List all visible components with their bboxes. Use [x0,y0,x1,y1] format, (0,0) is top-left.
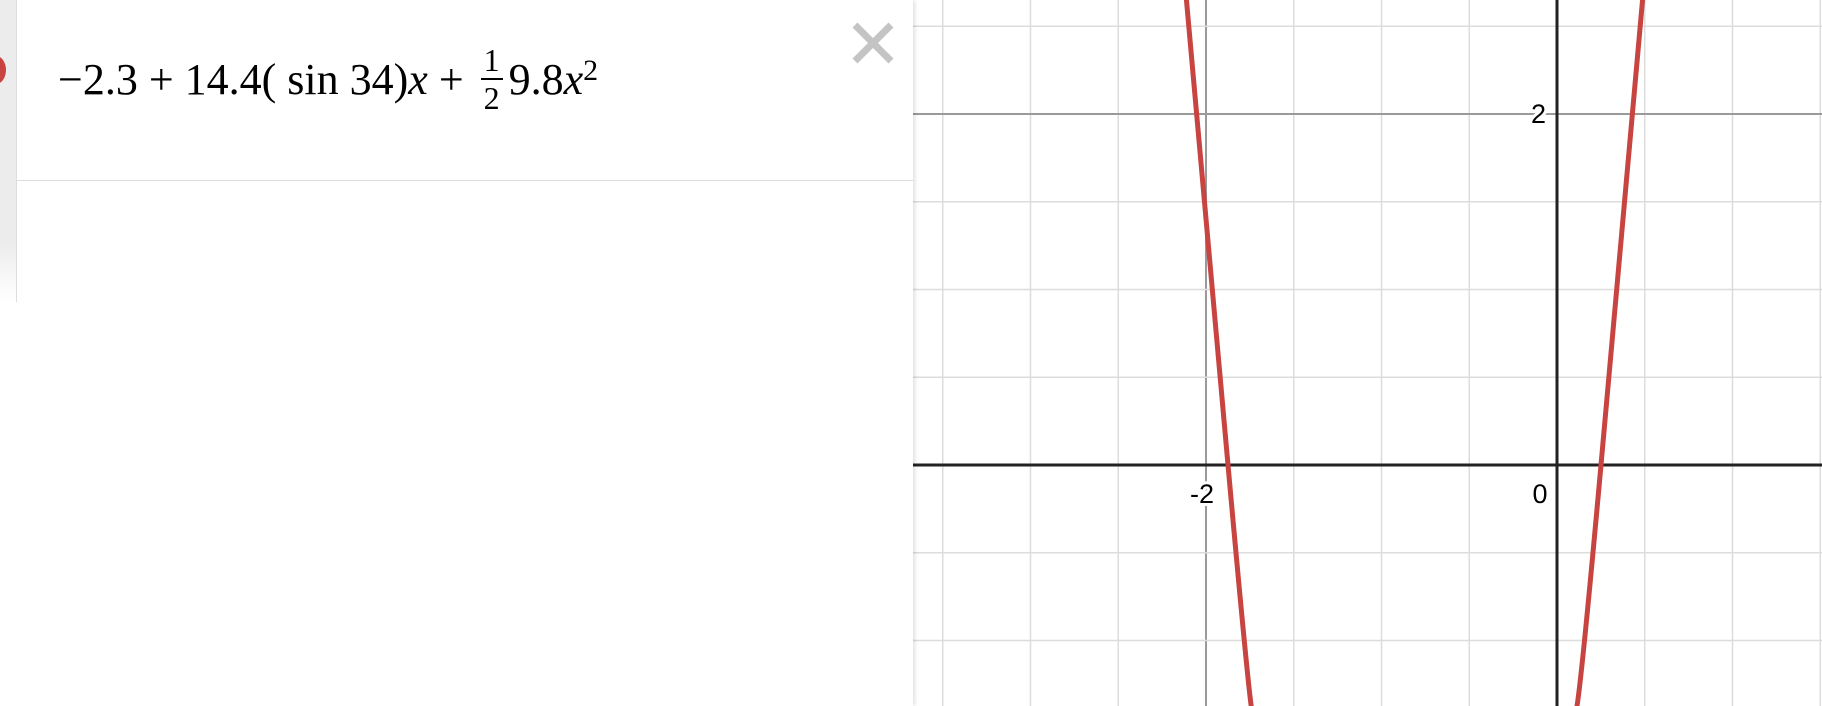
grid [913,0,1822,706]
curve [1183,0,1254,706]
expression-gutter [0,0,17,302]
expression-panel: −2.3 + 14.4( sin 34) x + 1 2 9.8 x 2 [0,0,913,302]
denominator: 2 [483,80,500,116]
separator [16,180,913,181]
color-indicator[interactable] [0,56,6,84]
curve [1574,0,1646,706]
expression-variable: x [563,54,584,104]
x-tick-label: 0 [1532,479,1547,509]
exponent: 2 [583,54,599,87]
numerator: 1 [480,44,503,80]
delete-button[interactable] [850,20,896,66]
expression-text: 9.8 [508,54,564,104]
expression-text: + [427,54,475,104]
y-tick-label: 2 [1531,99,1546,129]
expression[interactable]: −2.3 + 14.4( sin 34) x + 1 2 9.8 x 2 [58,44,598,114]
expression-variable: x [408,54,428,104]
x-tick-label: -2 [1190,479,1214,509]
expression-text: −2.3 + 14.4( sin 34) [58,54,409,104]
